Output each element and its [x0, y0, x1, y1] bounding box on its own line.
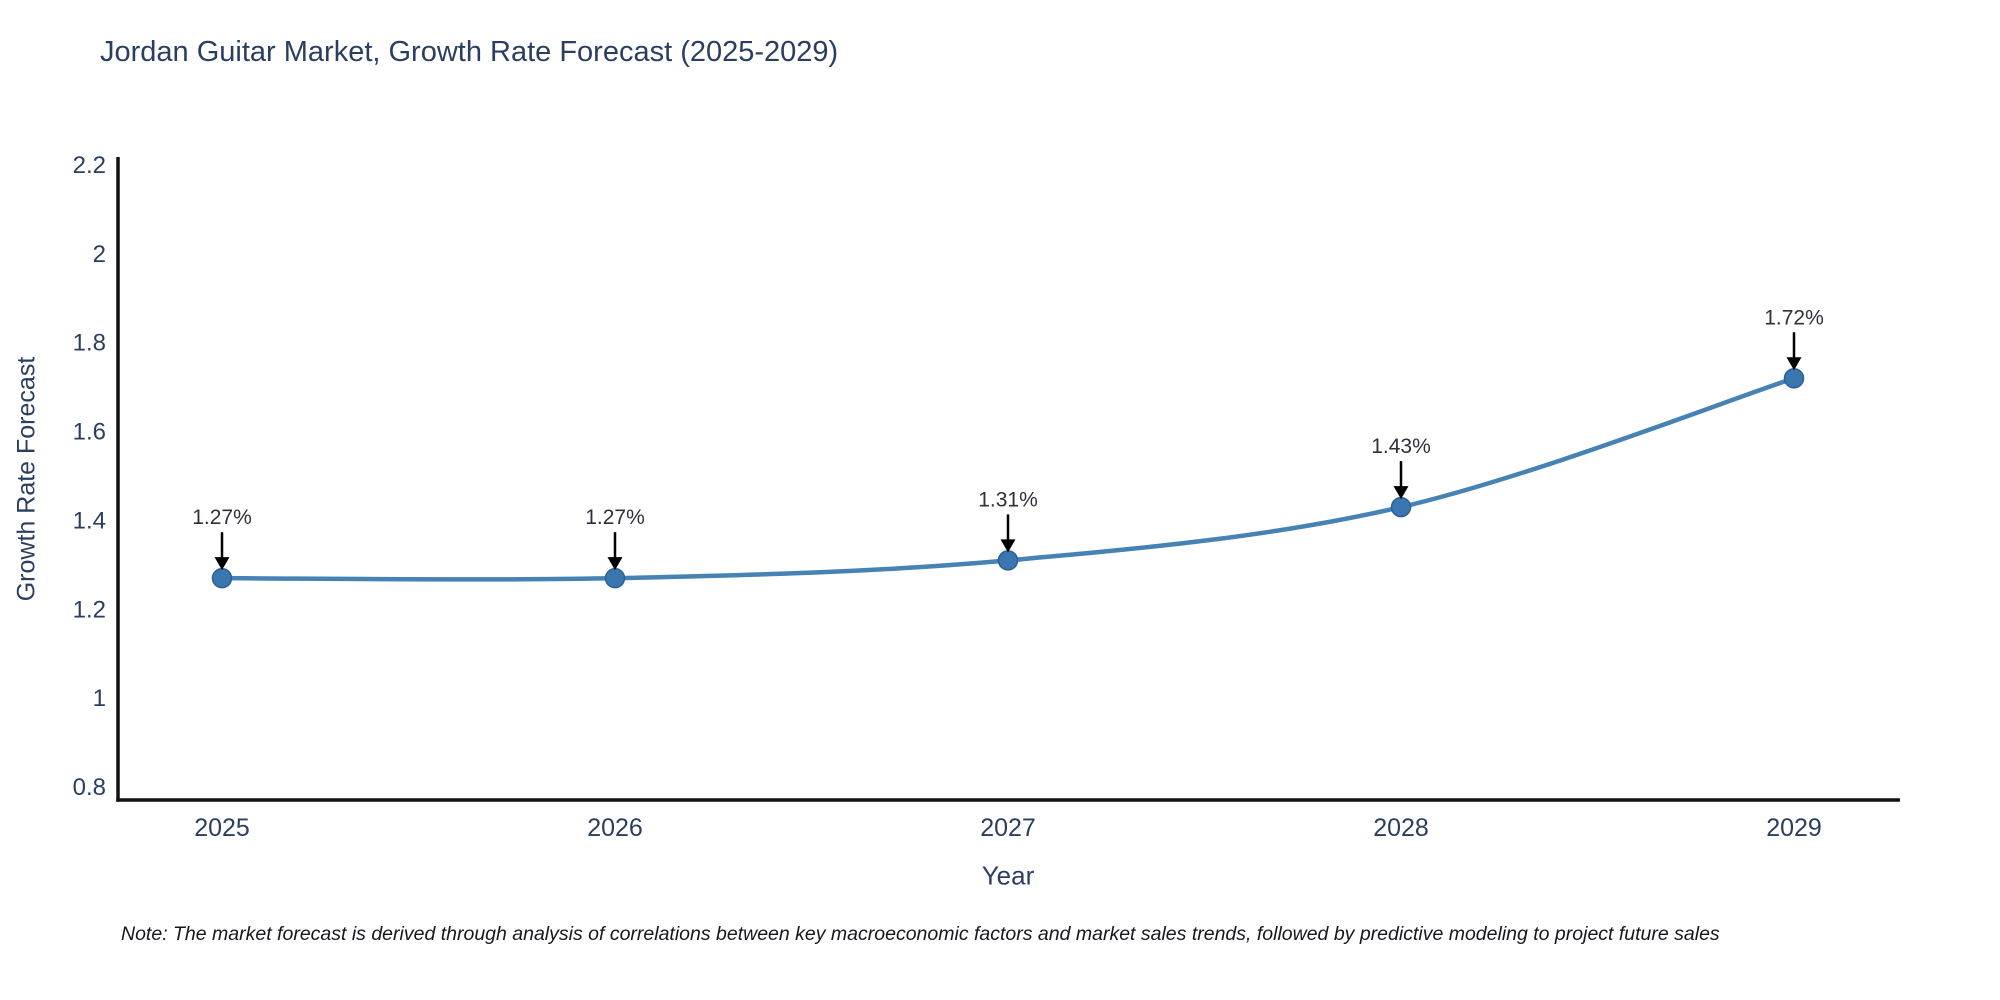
annotation-arrowhead-icon	[214, 557, 230, 571]
annotation-arrowhead-icon	[607, 557, 623, 571]
y-tick-label: 2	[93, 241, 106, 268]
x-tick-label: 2025	[194, 814, 250, 842]
x-tick-label: 2029	[1766, 814, 1822, 842]
y-tick-label: 1.2	[73, 596, 106, 623]
point-annotation-label: 1.27%	[192, 506, 252, 529]
y-tick-label: 1.6	[73, 419, 106, 446]
data-point-marker	[1783, 368, 1805, 389]
point-annotation-label: 1.43%	[1371, 435, 1431, 458]
y-tick-label: 0.8	[73, 774, 106, 801]
y-tick-label: 2.2	[73, 152, 106, 179]
data-point-marker	[211, 567, 233, 589]
annotation-arrowhead-icon	[1000, 539, 1016, 553]
annotation-arrowhead-icon	[1786, 357, 1802, 371]
y-tick-label: 1.8	[73, 330, 106, 357]
y-tick-label: 1	[93, 685, 106, 712]
x-tick-label: 2027	[980, 814, 1036, 842]
point-annotation-label: 1.72%	[1764, 306, 1824, 329]
footnote: Note: The market forecast is derived thr…	[121, 923, 1720, 945]
data-point-marker	[1390, 496, 1412, 518]
point-annotation-label: 1.27%	[585, 506, 645, 529]
data-point-marker	[997, 550, 1019, 571]
data-point-marker	[604, 567, 626, 589]
x-tick-label: 2026	[587, 814, 643, 842]
y-tick-label: 1.4	[73, 507, 106, 534]
x-axis-title: Year	[981, 860, 1035, 891]
chart-title: Jordan Guitar Market, Growth Rate Foreca…	[100, 36, 839, 68]
annotation-arrowhead-icon	[1393, 486, 1409, 500]
point-annotation-label: 1.31%	[978, 488, 1038, 511]
x-tick-label: 2028	[1373, 814, 1429, 842]
